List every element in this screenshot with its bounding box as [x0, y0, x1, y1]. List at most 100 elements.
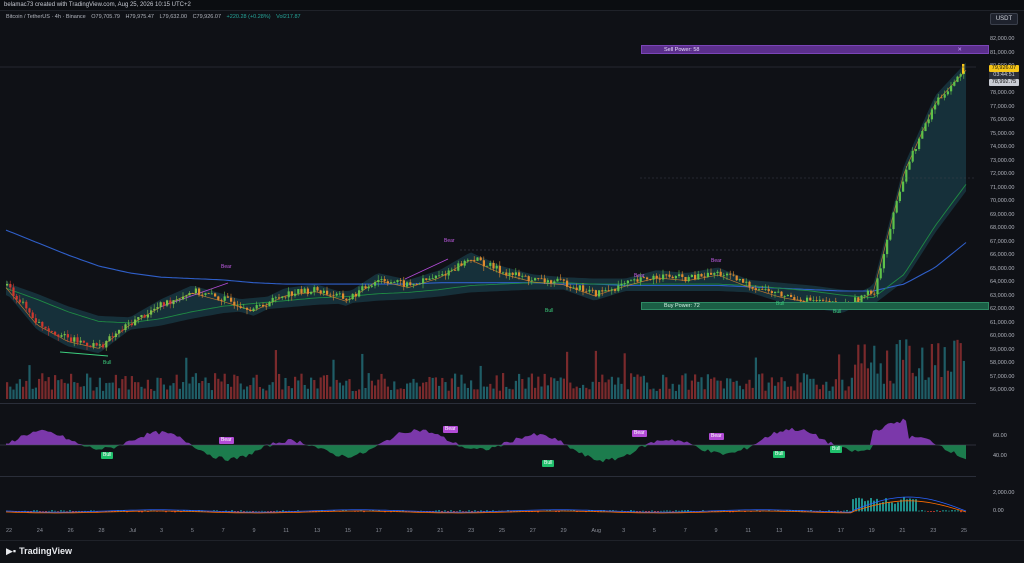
candle [588, 290, 590, 292]
volume-bar [723, 388, 725, 399]
volume-bar [604, 382, 606, 399]
macd-histogram-bar [444, 510, 446, 511]
volume-bar [115, 375, 117, 399]
legend-volume: Vol217.87 [276, 14, 300, 20]
candle [614, 289, 616, 291]
candle [732, 275, 734, 276]
brand-name: TradingView [19, 546, 72, 556]
volume-bar [940, 377, 942, 399]
volume-bar [486, 387, 488, 399]
volume-bar [361, 354, 363, 399]
volume-bar [137, 382, 139, 399]
candle [694, 275, 696, 280]
candle [281, 297, 283, 298]
candle [428, 279, 430, 280]
candle [880, 268, 882, 278]
candle [928, 119, 930, 123]
volume-bar [406, 384, 408, 399]
volume-bar [944, 347, 946, 399]
candle [521, 276, 523, 277]
candle [771, 291, 773, 293]
volume-bar [268, 385, 270, 399]
pane-separator-1[interactable] [0, 403, 976, 404]
volume-bar [579, 388, 581, 399]
volume-bar [444, 382, 446, 399]
volume-bar [732, 382, 734, 399]
candle [25, 302, 27, 309]
volume-bar [908, 346, 910, 399]
candle [505, 272, 507, 275]
volume-bar [614, 385, 616, 399]
volume-bar [307, 389, 309, 399]
candle [870, 291, 872, 294]
volume-bar [6, 382, 8, 399]
price-chart[interactable] [0, 24, 976, 540]
candle [790, 295, 792, 297]
volume-bar [230, 387, 232, 399]
macd-histogram-bar [861, 499, 863, 512]
sell-power-label: Sell Power: 58 [664, 47, 699, 53]
candle [153, 309, 155, 311]
volume-bar [768, 383, 770, 399]
price-scale-label: 57,000.00 [990, 374, 1014, 380]
price-scale-label: 82,000.00 [990, 36, 1014, 42]
macd-histogram-bar [894, 504, 896, 512]
candle [60, 335, 62, 337]
volume-bar [19, 379, 21, 399]
candle [278, 297, 280, 298]
volume-bar [342, 385, 344, 399]
symbol-name[interactable]: Bitcoin / TetherUS · 4h · Binance [6, 14, 86, 20]
countdown-tag: 03:44:51 [989, 72, 1019, 79]
volume-bar [80, 387, 82, 399]
candle [499, 266, 501, 273]
bull-label: Bull [833, 309, 841, 315]
candle [742, 279, 744, 283]
volume-bar [854, 365, 856, 399]
volume-bar [390, 390, 392, 399]
candle [633, 279, 635, 280]
buy-power-label: Buy Power: 72 [664, 303, 700, 309]
volume-bar [678, 385, 680, 399]
currency-button[interactable]: USDT [990, 13, 1018, 25]
macd-histogram-bar [867, 501, 869, 512]
legend-high: H79,975.47 [126, 14, 154, 20]
volume-bar [499, 391, 501, 399]
volume-bar [166, 390, 168, 399]
candle [457, 263, 459, 270]
volume-bar [323, 375, 325, 399]
candle [227, 296, 229, 297]
macd-histogram-bar [642, 511, 644, 512]
candle [604, 290, 606, 291]
candle [22, 302, 24, 303]
candle [508, 273, 510, 276]
candle [678, 274, 680, 276]
candle [108, 336, 110, 341]
volume-bar [332, 360, 334, 399]
price-scale-label: 62,000.00 [990, 306, 1014, 312]
pane-separator-2[interactable] [0, 476, 976, 477]
candle [662, 275, 664, 280]
close-icon[interactable]: ✕ [957, 46, 962, 54]
candle [16, 296, 18, 300]
volume-bar [281, 389, 283, 399]
macd-histogram-bar [948, 511, 950, 512]
macd-histogram-bar [939, 511, 941, 512]
volume-bar [470, 380, 472, 399]
volume-bar [720, 381, 722, 399]
volume-bar [665, 377, 667, 399]
volume-bar [51, 390, 53, 399]
volume-bar [739, 386, 741, 399]
volume-bar [256, 375, 258, 399]
time-axis-label: 7 [222, 528, 225, 534]
candle [217, 296, 219, 299]
tradingview-logo: ▶▪TradingView [6, 546, 72, 557]
candle [249, 310, 251, 311]
volume-bar [806, 375, 808, 399]
candle [89, 346, 91, 347]
candle [403, 280, 405, 286]
candle [425, 278, 427, 280]
volume-bar [822, 385, 824, 399]
time-axis-label: Aug [591, 528, 601, 534]
volume-bar [716, 381, 718, 399]
